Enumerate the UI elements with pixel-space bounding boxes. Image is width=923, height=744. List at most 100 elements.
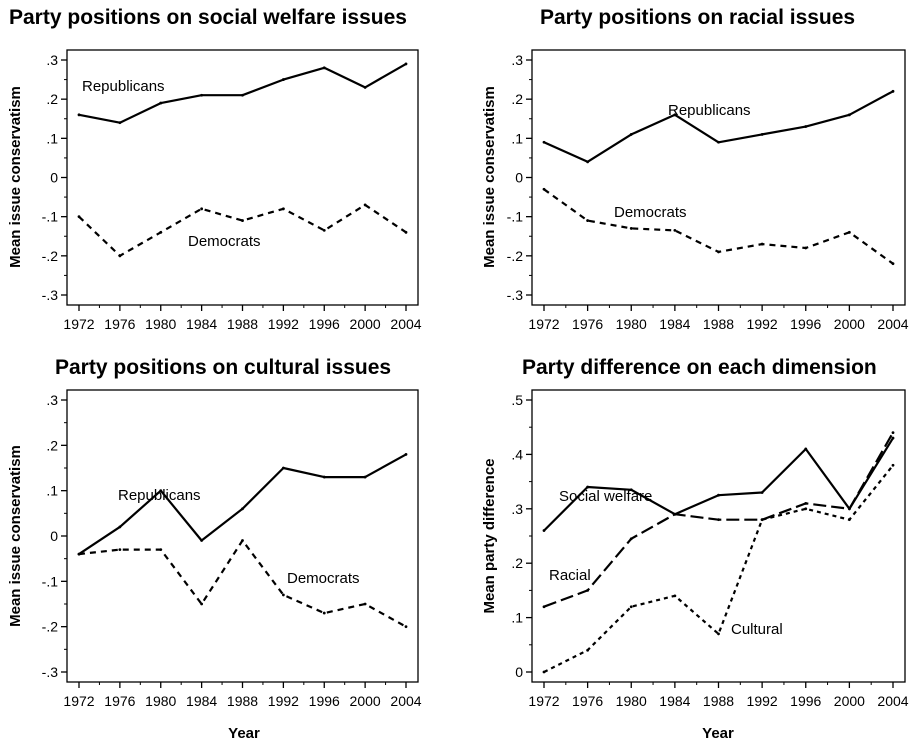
plot-frame <box>66 389 419 683</box>
data-point <box>586 160 590 164</box>
x-tick-label: 1984 <box>659 316 690 332</box>
data-point <box>281 78 285 81</box>
series-label: Democrats <box>188 233 261 250</box>
data-point <box>542 670 546 674</box>
data-point <box>673 512 677 516</box>
x-tick-label: 1972 <box>63 693 94 709</box>
data-point <box>241 539 244 542</box>
x-tick-label: 1972 <box>63 316 94 332</box>
x-tick-label: 1992 <box>747 316 778 332</box>
series-label: Democrats <box>614 204 687 221</box>
data-point <box>629 227 633 230</box>
x-tick-label: 1984 <box>186 316 217 332</box>
data-point <box>404 453 408 456</box>
chart-title: Party positions on cultural issues <box>55 356 391 379</box>
data-point <box>760 491 764 494</box>
data-point <box>891 436 895 440</box>
x-tick-label: 2004 <box>390 316 421 332</box>
y-tick-label: .1 <box>511 130 523 146</box>
x-tick-label: 1976 <box>104 316 135 332</box>
data-point <box>717 518 720 522</box>
data-point <box>159 548 163 551</box>
y-tick-label: .3 <box>511 52 523 68</box>
data-point <box>586 219 590 222</box>
x-tick-label: 1992 <box>747 693 778 709</box>
y-tick-label: .3 <box>46 392 58 408</box>
y-tick-label: 0 <box>50 528 58 544</box>
x-tick-label: 1992 <box>268 316 299 332</box>
x-tick-label: 1972 <box>528 693 559 709</box>
y-tick-label: .5 <box>511 392 523 408</box>
y-axis-title: Mean issue conservatism <box>481 86 498 268</box>
data-point <box>200 93 204 97</box>
data-point <box>891 89 895 93</box>
x-axis-title: Year <box>702 725 734 742</box>
series-label: Cultural <box>731 621 783 638</box>
data-point <box>804 507 808 511</box>
data-point <box>629 537 633 541</box>
data-point <box>363 203 367 207</box>
data-point <box>804 125 808 128</box>
x-tick-label: 1988 <box>703 316 734 332</box>
y-tick-label: .2 <box>511 555 523 571</box>
data-point <box>804 447 808 451</box>
chart-panel-4: Party difference on each dimension Mean p… <box>481 356 909 742</box>
data-point <box>847 507 851 511</box>
data-point <box>629 605 633 609</box>
y-tick-label: 0 <box>515 170 523 186</box>
x-tick-label: 1976 <box>572 316 603 332</box>
x-tick-label: 2004 <box>390 693 421 709</box>
data-point <box>847 113 851 117</box>
series-label: Racial <box>549 567 591 584</box>
series-label: Republicans <box>668 102 751 119</box>
data-point <box>629 133 633 136</box>
x-axis-title: Year <box>228 725 260 742</box>
data-point <box>200 539 204 542</box>
x-tick-label: 1976 <box>572 693 603 709</box>
data-point <box>404 230 408 234</box>
y-tick-label: 0 <box>50 170 58 186</box>
chart-panel-3: Party positions on cultural issues Mean i… <box>7 356 422 742</box>
x-tick-label: 2000 <box>350 693 381 709</box>
x-tick-label: 2000 <box>350 316 381 332</box>
data-point <box>77 215 81 219</box>
data-point <box>404 625 408 629</box>
y-tick-label: -.2 <box>42 248 59 264</box>
data-point <box>322 611 326 615</box>
x-tick-label: 1992 <box>268 693 299 709</box>
data-point <box>77 113 81 117</box>
data-point <box>241 219 244 222</box>
x-tick-label: 1976 <box>104 693 135 709</box>
data-point <box>804 246 808 250</box>
y-tick-label: -.1 <box>42 209 59 225</box>
data-point <box>760 518 764 522</box>
data-point <box>673 228 677 232</box>
y-axis-title: Mean party difference <box>481 458 498 613</box>
x-tick-label: 1988 <box>227 693 258 709</box>
data-point <box>891 431 895 435</box>
data-point <box>717 632 720 636</box>
data-point <box>118 525 122 529</box>
y-tick-label: .2 <box>46 91 58 107</box>
data-point <box>891 262 895 266</box>
plot-frame <box>531 49 906 306</box>
data-point <box>586 648 590 652</box>
data-point <box>159 101 163 105</box>
x-tick-label: 1988 <box>227 316 258 332</box>
data-point <box>118 548 122 551</box>
data-point <box>322 66 326 70</box>
x-tick-label: 1980 <box>145 693 176 709</box>
data-point <box>717 250 720 254</box>
y-tick-label: .1 <box>511 610 523 626</box>
y-tick-label: .1 <box>46 483 58 499</box>
x-tick-label: 1996 <box>309 316 340 332</box>
data-point <box>200 207 204 211</box>
data-point <box>159 230 163 234</box>
y-tick-label: -.2 <box>507 248 524 264</box>
x-tick-label: 1980 <box>616 693 647 709</box>
y-tick-label: -.3 <box>507 287 524 303</box>
data-point <box>673 594 677 598</box>
x-tick-label: 1988 <box>703 693 734 709</box>
chart-panel-2: Party positions on racial issues Mean iss… <box>481 6 909 332</box>
data-point <box>804 501 808 505</box>
